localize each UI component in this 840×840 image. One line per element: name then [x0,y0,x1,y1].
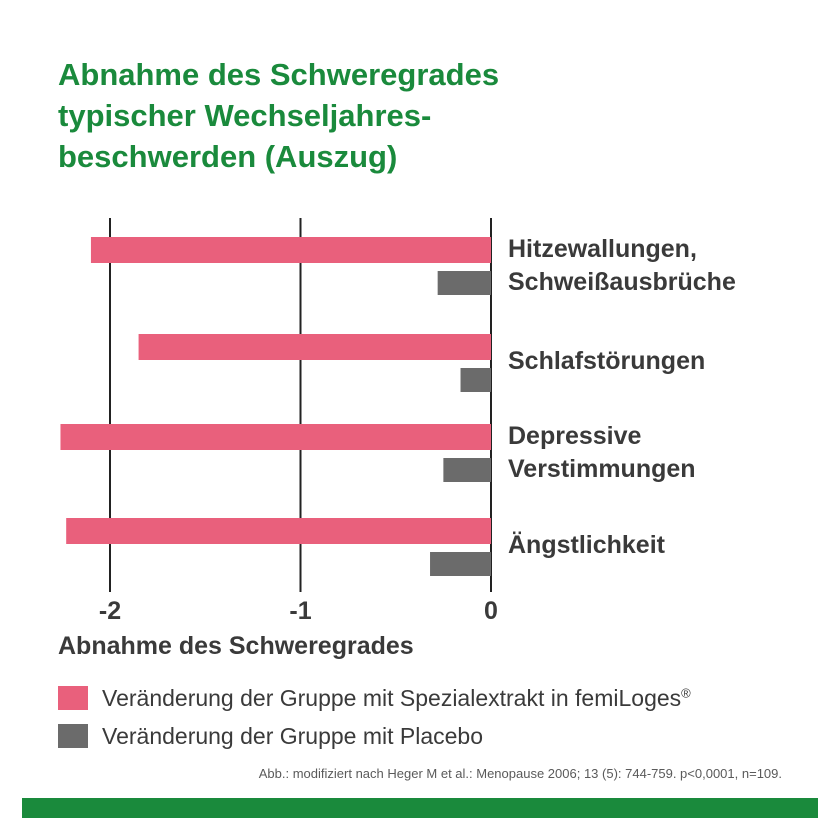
bar-placebo-0 [437,271,491,295]
x-tick-label: -1 [289,597,311,625]
category-label-depressive-verstimmungen: Depressive Verstimmungen [508,420,696,486]
title-line-1: Abnahme des Schweregrades [58,57,500,92]
bar-extract-1 [138,334,491,360]
category-label-line: Verstimmungen [508,455,696,483]
legend-swatch-gray [58,724,88,748]
category-label-hitzewallungen: Hitzewallungen, Schweißausbrüche [508,233,736,299]
bar-placebo-2 [443,458,491,482]
legend-label-extract: Veränderung der Gruppe mit Spezialextrak… [102,685,691,712]
legend: Veränderung der Gruppe mit Spezialextrak… [58,683,691,759]
title-line-2: typischer Wechseljahres- [58,98,432,133]
bar-extract-3 [66,518,491,544]
bar-extract-0 [90,237,491,263]
category-label-aengstlichkeit: Ängstlichkeit [508,529,665,562]
category-label-schlafstoerungen: Schlafstörungen [508,345,705,378]
category-label-line: Hitzewallungen, [508,235,697,263]
legend-item-extract: Veränderung der Gruppe mit Spezialextrak… [58,683,691,713]
category-label-line: Ängstlichkeit [508,531,665,559]
category-label-line: Schlafstörungen [508,347,706,375]
registered-mark: ® [681,684,691,700]
title-line-3: beschwerden (Auszug) [58,139,398,174]
legend-swatch-pink [58,686,88,710]
category-label-line: Schweißausbrüche [508,268,736,296]
bar-extract-2 [60,424,491,450]
x-tick-label: -2 [99,597,121,625]
legend-label-placebo: Veränderung der Gruppe mit Placebo [102,722,484,749]
footer-bar [22,798,818,818]
bar-placebo-3 [430,552,491,576]
legend-item-placebo: Veränderung der Gruppe mit Placebo [58,721,691,751]
x-axis-label: Abnahme des Schweregrades [58,632,414,660]
x-tick-label: 0 [484,597,498,625]
legend-text-extract: Veränderung der Gruppe mit Spezialextrak… [102,684,682,711]
bar-placebo-1 [460,368,491,392]
category-label-line: Depressive [508,422,642,450]
chart-title: Abnahme des Schweregrades typischer Wech… [58,54,618,177]
source-note: Abb.: modifiziert nach Heger M et al.: M… [258,766,782,781]
